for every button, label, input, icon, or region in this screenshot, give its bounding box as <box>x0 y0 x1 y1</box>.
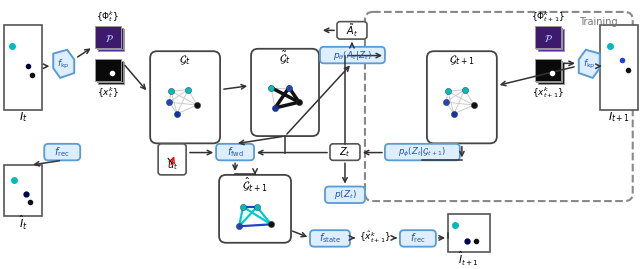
Text: $\{\Phi_{t+1}^k\}$: $\{\Phi_{t+1}^k\}$ <box>531 9 564 24</box>
FancyBboxPatch shape <box>251 49 319 136</box>
Text: $f_{\mathrm{rec}}$: $f_{\mathrm{rec}}$ <box>54 145 70 159</box>
Bar <box>98 29 124 51</box>
FancyBboxPatch shape <box>219 175 291 243</box>
Text: $p_\phi(Z_t|\mathcal{G}_{t+1})$: $p_\phi(Z_t|\mathcal{G}_{t+1})$ <box>398 146 446 159</box>
Bar <box>535 59 561 81</box>
Text: $\{\Phi_t^k\}$: $\{\Phi_t^k\}$ <box>97 9 120 24</box>
FancyBboxPatch shape <box>44 144 80 160</box>
Text: $\tilde{A}_t$: $\tilde{A}_t$ <box>346 22 358 39</box>
Bar <box>538 29 564 51</box>
Text: $\tilde{\mathcal{G}}_t$: $\tilde{\mathcal{G}}_t$ <box>279 49 291 66</box>
Text: $I_{t+1}$: $I_{t+1}$ <box>607 110 630 123</box>
Text: $\{x_{t+1}^k\}$: $\{x_{t+1}^k\}$ <box>532 85 564 100</box>
FancyBboxPatch shape <box>310 230 350 247</box>
Text: $\mathcal{P}$: $\mathcal{P}$ <box>545 33 553 44</box>
Text: $I_t$: $I_t$ <box>19 110 28 123</box>
Bar <box>535 26 561 48</box>
Bar <box>95 26 121 48</box>
Text: $\mathcal{G}_{t+1}$: $\mathcal{G}_{t+1}$ <box>449 53 475 67</box>
Text: $u_t$: $u_t$ <box>166 160 178 172</box>
Bar <box>95 59 121 81</box>
Bar <box>536 61 563 82</box>
Text: $\hat{\mathcal{G}}_{t+1}$: $\hat{\mathcal{G}}_{t+1}$ <box>243 175 268 193</box>
FancyBboxPatch shape <box>158 144 186 175</box>
Text: $\hat{I}_{t+1}$: $\hat{I}_{t+1}$ <box>458 250 479 268</box>
Bar <box>600 24 637 110</box>
Text: $\hat{I}_t$: $\hat{I}_t$ <box>19 213 28 232</box>
Bar <box>536 28 563 49</box>
Text: $f_{\mathrm{kp}}$: $f_{\mathrm{kp}}$ <box>57 58 70 71</box>
Text: $\{x_t^k\}$: $\{x_t^k\}$ <box>97 85 119 100</box>
Text: $\{\hat{x}_{t+1}^k\}$: $\{\hat{x}_{t+1}^k\}$ <box>359 230 391 246</box>
FancyBboxPatch shape <box>330 144 360 160</box>
Bar <box>448 214 490 253</box>
Text: $\mathcal{P}$: $\mathcal{P}$ <box>105 33 114 44</box>
Bar <box>97 28 123 49</box>
Bar <box>4 165 42 216</box>
Text: Training: Training <box>579 17 618 27</box>
Text: $f_{\mathrm{kp}}$: $f_{\mathrm{kp}}$ <box>584 58 596 71</box>
Bar <box>4 24 42 110</box>
FancyBboxPatch shape <box>427 51 497 143</box>
Bar <box>538 62 564 84</box>
Text: $f_{\mathrm{rec}}$: $f_{\mathrm{rec}}$ <box>410 232 426 245</box>
Text: $p(Z_t)$: $p(Z_t)$ <box>333 188 356 201</box>
Text: $p_\theta(A_t|Z_t)$: $p_\theta(A_t|Z_t)$ <box>333 49 371 62</box>
Text: $f_{\mathrm{fwd}}$: $f_{\mathrm{fwd}}$ <box>227 145 244 159</box>
FancyBboxPatch shape <box>400 230 436 247</box>
Bar <box>97 61 123 82</box>
FancyBboxPatch shape <box>385 144 460 160</box>
Polygon shape <box>53 50 74 78</box>
Text: $Z_t$: $Z_t$ <box>339 145 351 159</box>
Polygon shape <box>579 50 600 78</box>
FancyBboxPatch shape <box>150 51 220 143</box>
FancyBboxPatch shape <box>216 144 254 160</box>
FancyBboxPatch shape <box>325 186 365 203</box>
Text: $\mathcal{G}_t$: $\mathcal{G}_t$ <box>179 53 191 67</box>
Bar <box>98 62 124 84</box>
FancyBboxPatch shape <box>320 47 385 63</box>
FancyBboxPatch shape <box>337 22 367 39</box>
Text: $f_{\mathrm{state}}$: $f_{\mathrm{state}}$ <box>319 232 341 245</box>
